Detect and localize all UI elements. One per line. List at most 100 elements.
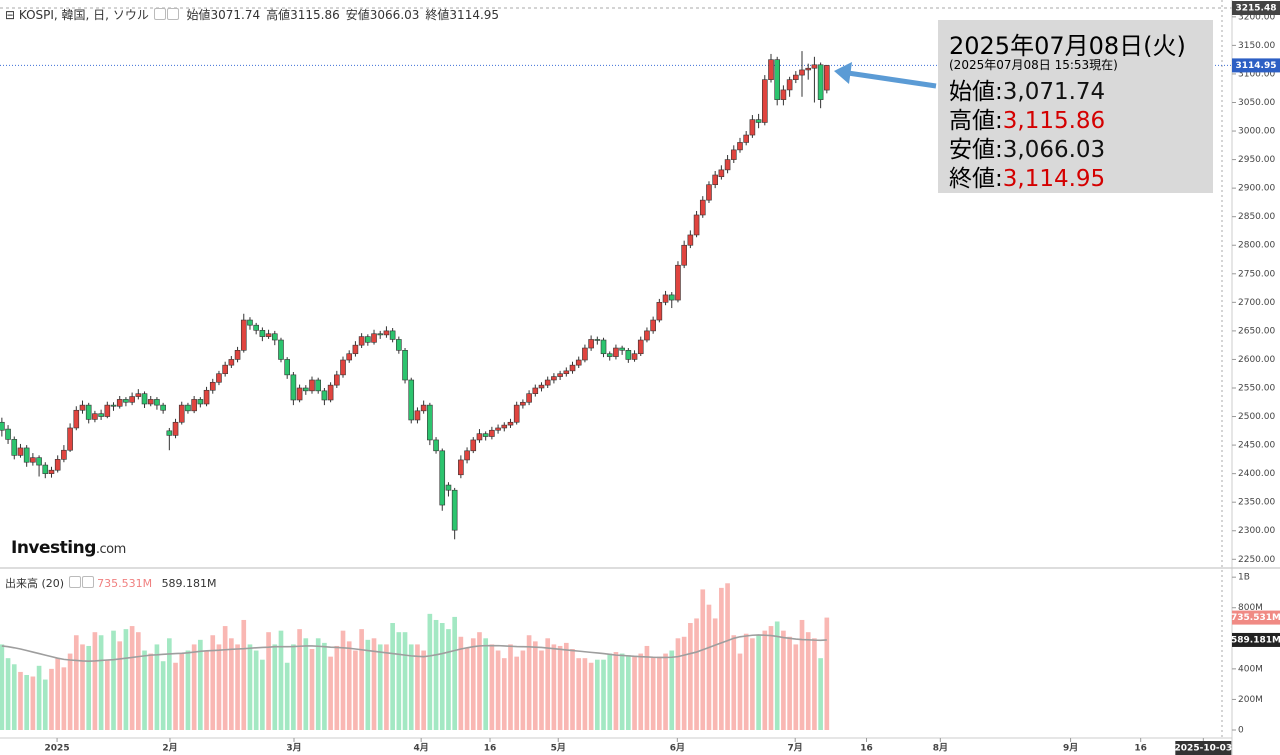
y-tick-label: 2400.00 (1238, 469, 1275, 479)
candle-body (755, 119, 762, 123)
volume-bar (781, 630, 786, 730)
volume-bar (688, 623, 693, 730)
annotation-value: 3,114.95 (1002, 166, 1106, 192)
volume-bar (185, 650, 191, 730)
candle-body (228, 359, 235, 366)
ymax-badge (1232, 1, 1280, 15)
x-tick-label: 4月 (414, 743, 429, 754)
candle-body (166, 430, 173, 436)
candle-body (327, 384, 334, 401)
candle-body (718, 169, 725, 178)
annotation-date: 2025年07月08日(火) (949, 32, 1186, 60)
y-tick-label: 2250.00 (1238, 555, 1275, 565)
candle-body (5, 428, 11, 440)
candle-body (98, 413, 104, 417)
annotation-label: 始値: (949, 79, 1003, 105)
legend-label: 終値 (425, 8, 450, 22)
legend-value: 3066.03 (369, 8, 420, 22)
candle-body (464, 450, 470, 461)
candle-body (92, 413, 98, 420)
candle-body (482, 433, 489, 437)
logo-main: Investing (11, 538, 96, 558)
vol-settings-icon[interactable] (68, 576, 81, 588)
y-tick-label: 3000.00 (1238, 127, 1275, 137)
volume-bar (18, 671, 23, 730)
volume-bar (30, 676, 36, 730)
settings-icon[interactable] (153, 8, 166, 20)
y-tick-label: 3150.00 (1238, 41, 1275, 51)
volume-bar (309, 649, 315, 730)
annotation-row: 高値:3,115.86 (949, 101, 1105, 135)
volume-ma-line (1, 634, 827, 663)
volume-badge-label: 589.181M (1231, 635, 1280, 645)
volume-bar (191, 644, 197, 730)
volume-bar (532, 641, 538, 730)
candle-body (631, 353, 638, 360)
candle-body (383, 330, 390, 336)
y-tick-label: 2750.00 (1238, 269, 1275, 279)
candle-body (135, 393, 142, 397)
candle-body (495, 427, 501, 431)
volume-bar (42, 679, 48, 730)
x-tick-label: 16 (860, 744, 873, 754)
legend-value: 3071.74 (210, 8, 261, 22)
vol-close-icon[interactable] (81, 576, 94, 588)
volume-bar (501, 658, 507, 730)
volume-bar (433, 619, 439, 730)
volume-bar (725, 583, 730, 730)
volume-bar (594, 659, 600, 730)
volume-bar (322, 642, 327, 730)
candle-body (309, 379, 315, 392)
annotation-value: 3,066.03 (1002, 137, 1106, 163)
candle-body (761, 79, 768, 123)
candle-body (259, 330, 266, 337)
volume-bar (607, 653, 613, 730)
x-tick-label: 2025 (45, 744, 70, 754)
volume-bar (415, 644, 420, 730)
candle-body (290, 374, 297, 401)
candle-body (693, 214, 700, 236)
volume-bar (359, 629, 364, 730)
candle-body (644, 330, 650, 341)
volume-bar (36, 665, 42, 730)
candle-body (147, 399, 154, 405)
volume-bar (439, 623, 445, 730)
candle-body (203, 389, 210, 405)
y-tick-label: 2650.00 (1238, 326, 1275, 336)
volume-bar (408, 644, 414, 730)
candle-body (569, 364, 576, 372)
volume-bar (247, 644, 253, 730)
volume-bar (334, 645, 340, 730)
candle-body (451, 489, 458, 531)
candle-body (588, 339, 594, 349)
close-icon[interactable] (166, 8, 179, 20)
x-tick-label: 7月 (788, 743, 803, 754)
volume-bar (731, 635, 737, 730)
volume-bar (477, 632, 482, 730)
volume-bar (235, 644, 240, 730)
candle-body (234, 350, 241, 360)
volume-bar (253, 650, 259, 730)
candle-body (675, 264, 681, 301)
x-tick-label: 9月 (1063, 743, 1078, 754)
volume-bar (495, 650, 501, 730)
volume-bar (377, 644, 383, 730)
collapse-icon[interactable]: ⊟ (5, 8, 19, 22)
y-tick-label: 2800.00 (1238, 241, 1275, 251)
volume-bar (384, 644, 389, 730)
volume-bar (520, 650, 526, 730)
candle-body (668, 294, 675, 301)
volume-last: 735.531M (97, 577, 153, 590)
legend-label: 始値 (186, 8, 211, 22)
candle-body (17, 447, 24, 456)
volume-bar (142, 650, 147, 730)
candle-body (36, 457, 42, 466)
candle-body (191, 399, 197, 412)
volume-bar (601, 659, 606, 730)
volume-badge (1232, 632, 1280, 647)
x-tick-label: 16 (1134, 744, 1147, 754)
volume-bar (371, 638, 377, 730)
x-tick-label: 2月 (162, 743, 177, 754)
volume-bar (117, 641, 123, 730)
volume-bar (818, 658, 823, 730)
